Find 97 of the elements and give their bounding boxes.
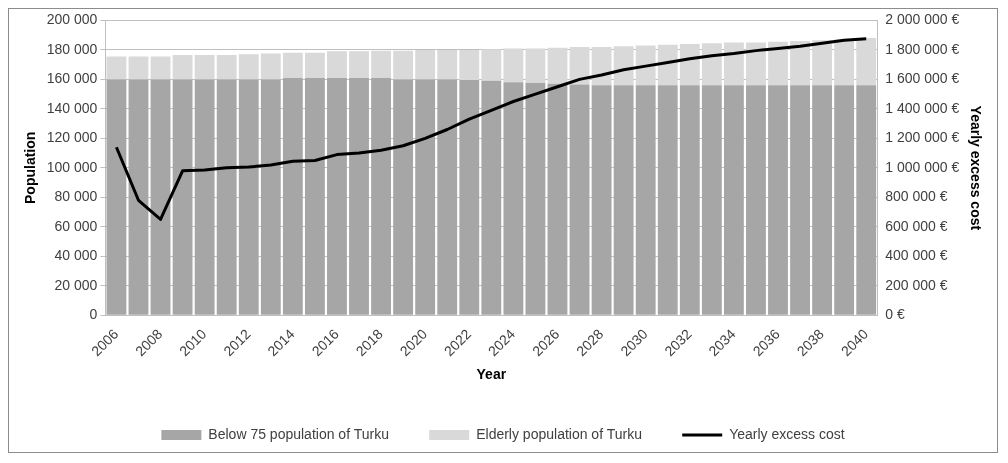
y-tick-label: 120 000 [46, 129, 98, 146]
bar [525, 83, 546, 315]
bar [613, 85, 634, 315]
y-tick-label: 0 [89, 306, 98, 323]
bar [812, 85, 833, 315]
bar [569, 84, 590, 315]
y-tick-label: 160 000 [46, 70, 98, 87]
bar [723, 85, 744, 315]
y2-tick-label: 600 000 € [885, 217, 948, 234]
bar [768, 85, 788, 315]
y2-tick-label: 1 400 000 € [885, 99, 960, 116]
bar [304, 52, 325, 78]
bar [371, 77, 391, 315]
y2-axis-title: Yearly excess cost [967, 105, 984, 231]
bar [679, 85, 700, 315]
y-tick-label: 80 000 [54, 188, 98, 205]
bar [635, 45, 656, 86]
bar [194, 55, 215, 80]
bar [613, 46, 634, 86]
bar [415, 49, 436, 80]
bar [657, 85, 678, 315]
bar [128, 79, 149, 315]
y-tick-label: 200 000 [46, 11, 98, 28]
legend-label: Yearly excess cost [729, 425, 845, 442]
bar [834, 39, 855, 86]
bar [128, 56, 149, 80]
bar [481, 49, 502, 81]
bar [746, 42, 766, 86]
y2-tick-label: 2 000 000 € [885, 11, 960, 28]
bar [393, 79, 414, 315]
bar [547, 47, 568, 84]
bar [525, 48, 546, 84]
y2-tick-label: 800 000 € [885, 188, 948, 205]
bar [106, 56, 127, 80]
bar [106, 79, 127, 315]
bar [635, 85, 656, 315]
bar [437, 49, 458, 80]
bar [657, 44, 678, 86]
bar [349, 51, 369, 78]
bar [701, 43, 722, 86]
bar [150, 56, 171, 80]
y2-tick-label: 0 € [885, 306, 905, 323]
bar [591, 85, 612, 315]
bar [856, 38, 877, 86]
y-tick-label: 60 000 [54, 217, 98, 234]
bar [282, 77, 303, 315]
bar [194, 79, 215, 315]
bar [282, 52, 303, 78]
bar [304, 77, 325, 315]
y2-tick-label: 400 000 € [885, 247, 948, 264]
y-tick-label: 140 000 [46, 99, 98, 116]
bar [768, 41, 788, 86]
bar [856, 85, 877, 315]
bar [349, 77, 369, 315]
bar [393, 50, 414, 80]
bar [503, 82, 524, 315]
x-axis-title: Year [476, 366, 507, 383]
bar [503, 48, 524, 83]
y2-tick-label: 1 800 000 € [885, 40, 960, 57]
y-axis-title: Population [22, 131, 39, 205]
y-tick-label: 100 000 [46, 158, 98, 175]
bar [216, 79, 237, 315]
bar [701, 85, 722, 315]
bar [327, 51, 347, 78]
bar [459, 49, 480, 81]
bar [371, 50, 391, 78]
bar [327, 77, 347, 315]
bar [723, 42, 744, 86]
legend-label: Below 75 population of Turku [208, 425, 389, 442]
bar [547, 83, 568, 315]
bar [238, 79, 259, 315]
y-tick-label: 40 000 [54, 247, 98, 264]
y2-tick-label: 1 200 000 € [885, 129, 960, 146]
y-tick-label: 20 000 [54, 276, 98, 293]
bar [591, 46, 612, 86]
bar [172, 55, 193, 80]
bar [172, 79, 193, 315]
y2-tick-label: 1 000 000 € [885, 158, 960, 175]
bar [238, 54, 259, 80]
bar [790, 85, 810, 315]
bar [746, 85, 766, 315]
bar [216, 55, 237, 80]
bar [679, 43, 700, 86]
bar [415, 79, 436, 315]
y-tick-label: 180 000 [46, 40, 98, 57]
legend-label: Elderly population of Turku [476, 425, 642, 442]
bar [790, 41, 810, 86]
bar [812, 40, 833, 86]
bar [437, 79, 458, 315]
bar [481, 80, 502, 315]
y2-tick-label: 1 600 000 € [885, 70, 960, 87]
bar [150, 79, 171, 315]
bar [459, 80, 480, 315]
y2-tick-label: 200 000 € [885, 276, 948, 293]
bar [260, 53, 281, 80]
bar [834, 85, 855, 315]
bar [260, 79, 281, 315]
